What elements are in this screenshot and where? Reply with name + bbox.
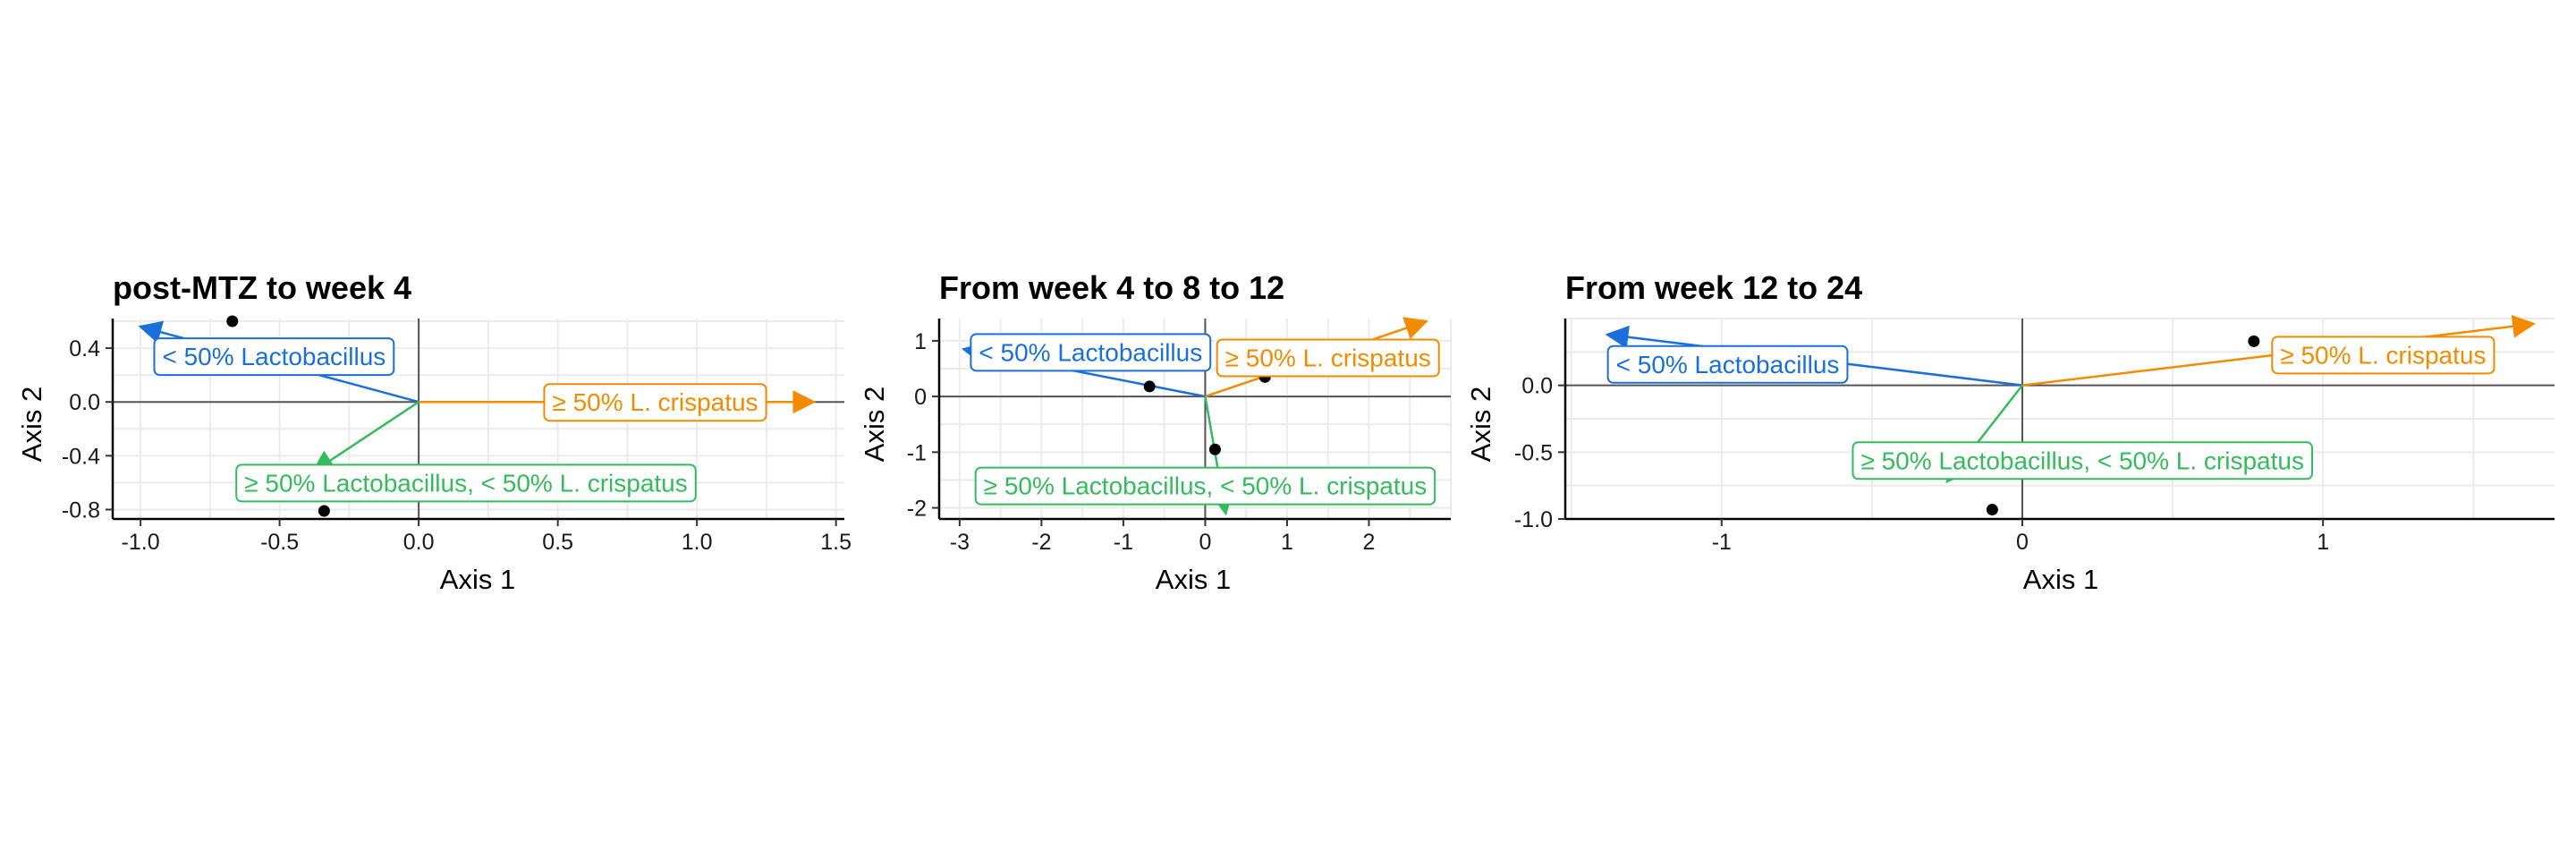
x-tick-label: 2 [1363, 530, 1376, 555]
arrow-high-lacto-low-crispatus [310, 401, 419, 473]
x-tick-label: 0 [2016, 530, 2029, 555]
y-tick-label: 0 [914, 385, 927, 410]
x-tick-label: 1 [2317, 530, 2329, 555]
arrow-label-high-crispatus: ≥ 50% L. crispatus [1216, 338, 1440, 378]
y-axis-title: Axis 2 [16, 387, 47, 462]
panel-title: post-MTZ to week 4 [113, 269, 411, 306]
x-tick-label: -0.5 [260, 530, 299, 555]
label-text: ≥ 50% Lactobacillus, < 50% L. crispatus [984, 472, 1428, 500]
y-tick-label: -0.8 [62, 498, 100, 523]
x-tick-label: 0 [1199, 530, 1211, 555]
x-axis-title: Axis 1 [440, 564, 515, 595]
x-tick-label: 1 [1281, 530, 1293, 555]
panel-title: From week 4 to 8 to 12 [939, 269, 1284, 306]
label-box [1606, 344, 1849, 384]
x-axis-title: Axis 1 [1156, 564, 1231, 595]
label-box [1216, 338, 1440, 378]
arrow-label-high-crispatus: ≥ 50% L. crispatus [2271, 336, 2496, 375]
label-box [2271, 336, 2496, 375]
label-text: < 50% Lactobacillus [979, 338, 1202, 366]
label-text: < 50% Lactobacillus [162, 343, 386, 370]
label-box [153, 337, 395, 377]
label-text: ≥ 50% L. crispatus [552, 388, 758, 416]
panel-week-12-to-24: From week 12 to 24 Axis 1 Axis 2 -1 0 1 -1.… [1465, 269, 2555, 595]
x-tick-label: -1.0 [122, 530, 160, 555]
y-tick-label: -0.4 [62, 444, 100, 469]
panel-post-mtz-to-week-4: post-MTZ to week 4 Axis 1 Axis 2 -1.0 -0.… [16, 269, 852, 595]
data-point [1143, 380, 1156, 393]
y-tick-label: -1 [907, 440, 927, 465]
data-point [1986, 504, 1998, 516]
data-point [318, 505, 330, 517]
label-box [1852, 441, 2313, 481]
x-tick-label: -3 [950, 530, 970, 555]
y-tick-label: -1.0 [1514, 507, 1553, 532]
label-box [970, 333, 1212, 372]
y-tick-label: 1 [914, 329, 927, 354]
x-axis-title: Axis 1 [2023, 564, 2098, 595]
y-tick-label: 0.4 [69, 336, 100, 361]
y-axis-title: Axis 2 [1465, 387, 1496, 462]
label-text: ≥ 50% Lactobacillus, < 50% L. crispatus [1860, 447, 2304, 474]
arrow-label-low-lactobacillus: < 50% Lactobacillus [153, 337, 395, 377]
x-tick-label: -1 [1712, 530, 1732, 555]
label-text: ≥ 50% Lactobacillus, < 50% L. crispatus [244, 469, 688, 497]
panel-title: From week 12 to 24 [1565, 269, 1862, 306]
label-text: < 50% Lactobacillus [1616, 351, 1840, 378]
y-tick-label: 0.0 [1521, 374, 1553, 399]
label-text: ≥ 50% L. crispatus [2280, 341, 2486, 369]
panel-week-4-to-8-to-12: From week 4 to 8 to 12 Axis 1 Axis 2 -3-… [859, 269, 1452, 595]
x-tick-label: 1.5 [820, 530, 852, 555]
y-tick-label: 0.0 [69, 390, 100, 415]
x-tick-label: -1 [1114, 530, 1133, 555]
x-tick-label: 0.0 [403, 530, 435, 555]
data-point [1208, 443, 1221, 455]
y-tick-label: -2 [907, 497, 927, 522]
arrow-label-high-lacto-low-crispatus: ≥ 50% Lactobacillus, < 50% L. crispatus [1852, 441, 2313, 481]
arrow-label-high-crispatus: ≥ 50% L. crispatus [543, 383, 767, 422]
x-tick-label: 1.0 [682, 530, 713, 555]
arrow-label-high-lacto-low-crispatus: ≥ 50% Lactobacillus, < 50% L. crispatus [235, 464, 697, 503]
label-text: ≥ 50% L. crispatus [1225, 344, 1431, 372]
label-box [543, 383, 767, 422]
arrow-label-low-lactobacillus: < 50% Lactobacillus [970, 333, 1212, 372]
data-point [226, 315, 239, 327]
label-box [235, 464, 697, 503]
arrow-label-high-lacto-low-crispatus: ≥ 50% Lactobacillus, < 50% L. crispatus [974, 466, 1436, 506]
label-box [974, 466, 1436, 506]
data-point [2248, 335, 2260, 347]
x-tick-label: 0.5 [542, 530, 573, 555]
y-axis-title: Axis 2 [859, 387, 890, 462]
y-tick-label: -0.5 [1514, 440, 1553, 465]
arrow-label-low-lactobacillus: < 50% Lactobacillus [1606, 344, 1849, 384]
x-tick-label: -2 [1031, 530, 1051, 555]
